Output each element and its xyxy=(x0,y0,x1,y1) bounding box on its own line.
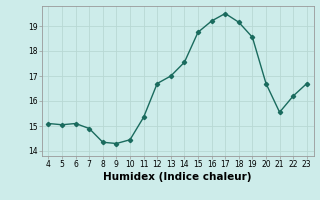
X-axis label: Humidex (Indice chaleur): Humidex (Indice chaleur) xyxy=(103,172,252,182)
